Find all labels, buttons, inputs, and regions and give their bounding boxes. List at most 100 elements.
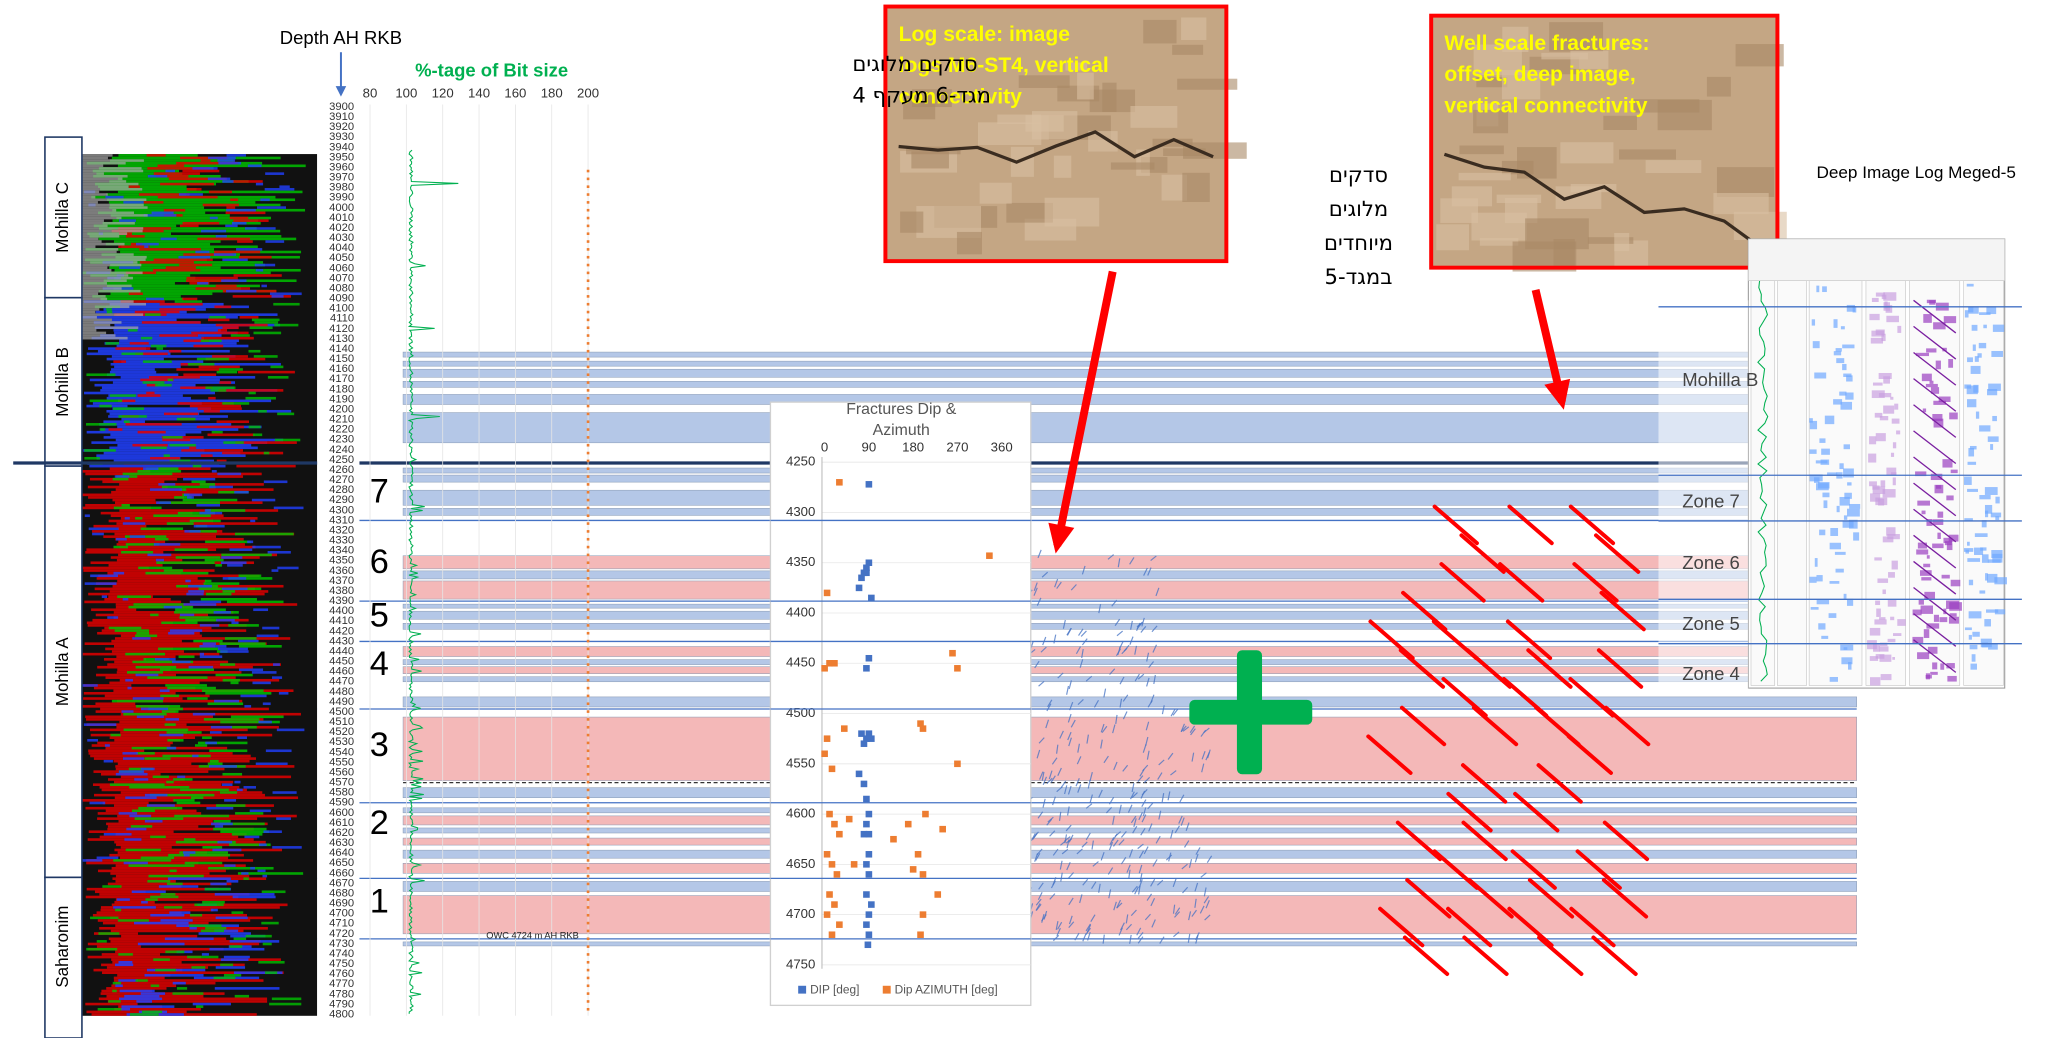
log-texture: [197, 282, 209, 285]
legend-swatch: [882, 985, 891, 994]
log-texture: [91, 441, 268, 444]
tadpole: [1158, 759, 1165, 766]
log-texture: [207, 762, 223, 766]
deep-log-texture: [1980, 547, 1987, 551]
log-texture: [197, 741, 248, 745]
bit-size-dot: [586, 263, 590, 267]
depth-tick-label: 4460: [329, 666, 354, 678]
log-texture: [135, 352, 168, 356]
deep-log-texture: [1938, 396, 1951, 402]
deep-log-texture: [1984, 487, 1998, 495]
tadpole: [1136, 927, 1142, 936]
log-texture: [117, 974, 171, 977]
tadpole: [1081, 841, 1088, 848]
log-texture: [168, 631, 195, 635]
log-texture: [109, 446, 258, 450]
rock-texture: [1479, 238, 1519, 246]
tadpole: [1112, 815, 1115, 825]
log-texture: [87, 955, 202, 959]
log-texture: [115, 833, 247, 836]
log-texture: [116, 699, 243, 703]
log-texture: [247, 540, 254, 544]
tadpole: [1049, 893, 1056, 900]
deep-log-texture: [1987, 436, 1999, 442]
deep-log-texture: [1877, 578, 1889, 583]
depth-tick-label: 4000: [329, 202, 354, 214]
deep-log-texture: [1892, 442, 1897, 449]
tadpole: [1047, 699, 1053, 708]
tadpole: [1142, 744, 1147, 753]
log-texture: [174, 611, 239, 614]
log-texture: [82, 684, 98, 687]
deep-log-texture: [1836, 358, 1845, 364]
log-texture: [100, 511, 193, 515]
log-texture: [101, 963, 245, 967]
formation-box: [44, 296, 83, 467]
log-texture: [81, 305, 130, 309]
log-texture: [102, 480, 165, 484]
log-texture: [271, 997, 302, 1001]
log-texture: [219, 642, 266, 645]
log-texture: [108, 564, 163, 567]
rock-texture: [1110, 162, 1155, 170]
bit-size-dot: [586, 851, 590, 854]
log-texture: [105, 305, 249, 309]
log-texture: [214, 699, 240, 703]
log-texture: [204, 887, 231, 891]
deep-log-texture: [1923, 563, 1931, 568]
zone-band: [402, 467, 1857, 474]
log-texture: [121, 550, 154, 554]
deep-log-texture: [1966, 283, 1974, 287]
log-texture: [182, 498, 238, 502]
log-texture: [119, 989, 155, 993]
log-texture: [192, 167, 218, 170]
deep-log-texture: [1990, 444, 1994, 450]
deep-log-texture: [1853, 532, 1860, 541]
bit-size-dot: [586, 295, 590, 298]
bit-size-dot: [586, 467, 590, 471]
bit-size-dot: [586, 530, 590, 533]
tadpole: [1203, 896, 1210, 904]
bit-size-dot: [586, 765, 590, 768]
log-texture: [123, 757, 145, 760]
zone-band: [402, 381, 1857, 388]
log-texture: [263, 480, 288, 484]
tadpole: [1052, 934, 1060, 942]
rock-texture: [1053, 155, 1072, 178]
tadpole: [1108, 796, 1115, 805]
deep-log-texture: [1822, 492, 1830, 498]
log-texture: [118, 812, 138, 815]
log-texture: [141, 1010, 163, 1014]
y-tick-label: 4350: [786, 554, 815, 569]
deep-log-texture: [1939, 617, 1948, 623]
tadpole: [1076, 756, 1082, 765]
log-texture: [113, 571, 125, 575]
log-texture: [208, 396, 216, 400]
log-texture: [83, 684, 132, 687]
log-texture: [109, 203, 281, 207]
log-texture: [110, 916, 273, 920]
depth-tick-label: 4060: [329, 262, 354, 274]
depth-arrow-head: [335, 86, 347, 97]
log-texture: [96, 945, 141, 948]
log-texture: [115, 347, 151, 350]
deep-log-texture: [1890, 616, 1895, 621]
bit-size-dot: [586, 224, 590, 228]
scatter-point: [863, 735, 870, 742]
tadpole: [1125, 914, 1129, 924]
tadpole: [1131, 783, 1135, 793]
scatter-point: [954, 760, 961, 768]
tadpole: [1098, 789, 1103, 798]
tadpole: [1122, 694, 1129, 702]
fracture-dash: [1604, 705, 1651, 747]
bit-tick-label: 120: [432, 86, 454, 101]
log-texture: [106, 396, 191, 400]
log-texture: [147, 553, 172, 557]
bit-size-dot: [586, 506, 590, 510]
depth-tick-label: 4160: [329, 363, 354, 375]
log-texture: [111, 866, 230, 870]
log-texture: [88, 527, 119, 531]
log-texture: [118, 770, 145, 773]
tadpole: [1066, 627, 1072, 636]
deep-log-texture: [1816, 483, 1829, 491]
